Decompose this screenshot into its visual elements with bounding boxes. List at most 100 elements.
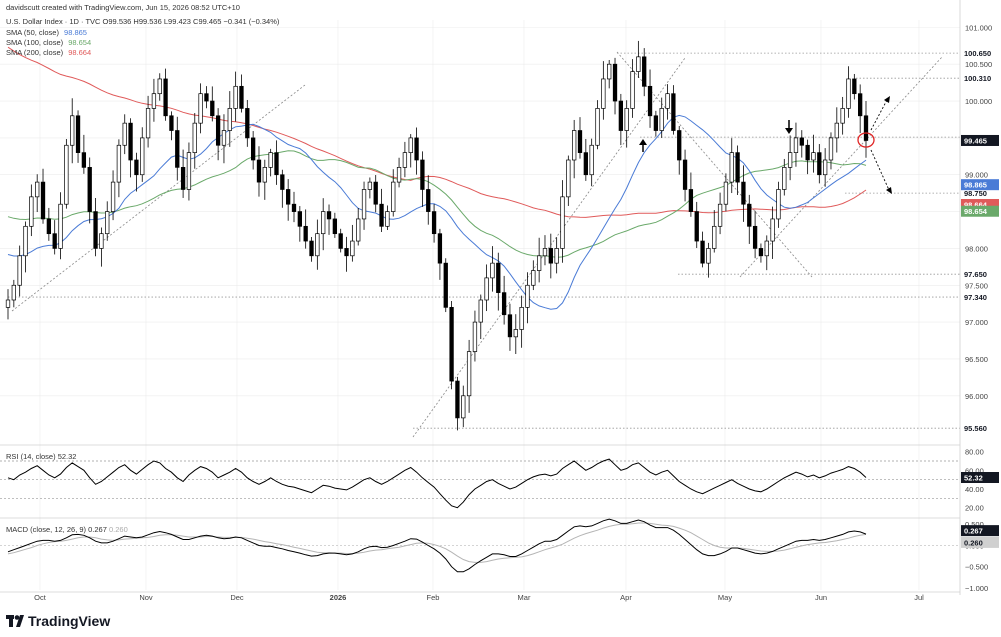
candle-body xyxy=(140,137,145,176)
candle-body xyxy=(23,225,28,257)
candle-body xyxy=(677,130,682,161)
level-badge-label: 100.650 xyxy=(964,49,991,58)
candle-body xyxy=(262,167,267,183)
price-badge xyxy=(961,198,999,210)
candle-body xyxy=(712,225,717,249)
symbol-line: U.S. Dollar Index · 1D · TVC O99.536 H99… xyxy=(6,17,280,26)
level-badge xyxy=(961,72,999,84)
trendline-uptrend-3 xyxy=(739,56,943,278)
candle-body xyxy=(303,225,308,242)
time-tick-label: Feb xyxy=(427,593,440,602)
candle-body xyxy=(11,284,16,301)
candle-body xyxy=(326,211,332,220)
candle-body xyxy=(717,203,723,227)
candle-body xyxy=(700,240,705,264)
candle-body xyxy=(542,248,548,257)
candle-body xyxy=(828,137,834,161)
candle-body xyxy=(589,144,594,176)
tradingview-logo-text: TradingView xyxy=(28,613,111,629)
candle-body xyxy=(583,152,588,176)
macd-legend[interactable]: MACD (close, 12, 26, 9) 0.267 0.260 xyxy=(6,525,128,534)
sma-200-line xyxy=(7,46,867,218)
time-axis[interactable]: Oct Nov Dec 2026 Feb Mar Apr May Jun Jul xyxy=(0,591,960,602)
candle-body xyxy=(770,218,775,242)
macd-tick-label: 0.500 xyxy=(965,520,984,529)
level-badge xyxy=(961,291,999,303)
candle-body xyxy=(601,78,606,109)
level-badge xyxy=(961,422,999,434)
candle-body xyxy=(647,85,653,117)
sma-100-legend[interactable]: SMA (100, close) 98.654 xyxy=(6,38,91,47)
candle-body xyxy=(192,122,197,153)
candle-body xyxy=(799,137,804,146)
price-badge-label: 98.654 xyxy=(964,207,988,216)
candle-body xyxy=(151,93,157,109)
candle-body xyxy=(554,248,559,264)
attribution-text: davidscutt created with TradingView.com,… xyxy=(6,3,240,12)
sma-200-legend[interactable]: SMA (200, close) 98.664 xyxy=(6,48,91,57)
sma-50-line xyxy=(7,114,867,310)
rsi-badge xyxy=(961,472,999,484)
candle-body xyxy=(659,108,664,131)
candle-body xyxy=(577,130,583,153)
candle-body xyxy=(297,211,302,227)
sma-50-value: 98.865 xyxy=(64,28,87,37)
rsi-label: RSI (14, close) xyxy=(6,452,56,461)
candle-body xyxy=(122,122,127,146)
candle-body xyxy=(752,225,758,249)
candle-body xyxy=(332,218,338,235)
level-badge-label: 98.750 xyxy=(964,189,987,198)
sma200-path xyxy=(7,46,867,218)
price-tick-label: 99.000 xyxy=(965,171,988,180)
candle-body xyxy=(35,181,40,198)
candle-body xyxy=(852,78,857,95)
rsi-legend[interactable]: RSI (14, close) 52.32 xyxy=(6,452,76,461)
candle-body xyxy=(250,137,256,161)
candle-body xyxy=(834,122,839,139)
candle-body xyxy=(408,137,413,153)
candlesticks xyxy=(5,40,869,431)
candle-body xyxy=(361,189,367,220)
level-badge-label: 100.310 xyxy=(964,74,991,83)
candle-body xyxy=(402,152,408,168)
projection-arrow-down-icon xyxy=(870,149,892,194)
candle-body xyxy=(87,167,92,212)
candle-body xyxy=(245,108,250,139)
candle-body xyxy=(321,211,326,235)
tradingview-logo-icon xyxy=(6,615,24,627)
candle-body xyxy=(653,115,659,131)
candle-body xyxy=(338,233,343,249)
candle-body xyxy=(274,152,279,176)
candle-body xyxy=(630,71,635,109)
candle-body xyxy=(350,240,355,257)
price-badge-label: 98.865 xyxy=(964,181,987,190)
candle-body xyxy=(420,159,425,190)
candle-body xyxy=(256,159,262,183)
price-tick-label: 98.000 xyxy=(965,244,988,253)
candle-body xyxy=(239,85,244,109)
candle-body xyxy=(449,307,454,382)
candle-body xyxy=(70,115,75,146)
macd-tick-label: −1.000 xyxy=(965,584,988,593)
candle-body xyxy=(280,174,285,190)
macd-label: MACD (close, 12, 26, 9) xyxy=(6,525,87,534)
price-badge xyxy=(961,205,999,217)
price-badge xyxy=(961,134,999,146)
candle-body xyxy=(776,189,781,220)
candle-body xyxy=(431,211,437,235)
price-tick-label: 100.000 xyxy=(965,97,992,106)
candle-body xyxy=(764,240,769,257)
candle-body xyxy=(688,189,694,212)
candle-body xyxy=(414,137,419,161)
candle-body xyxy=(116,144,122,183)
rsi-badge-label: 52.32 xyxy=(964,474,983,483)
trendline-uptrend-2 xyxy=(412,57,686,438)
sma-50-legend[interactable]: SMA (50, close) 98.865 xyxy=(6,28,87,37)
candle-body xyxy=(507,314,513,338)
time-tick-label: Jun xyxy=(815,593,827,602)
tradingview-logo[interactable]: TradingView xyxy=(6,613,110,629)
candle-body xyxy=(221,130,227,146)
candle-body xyxy=(624,108,629,131)
candle-body xyxy=(548,248,553,264)
